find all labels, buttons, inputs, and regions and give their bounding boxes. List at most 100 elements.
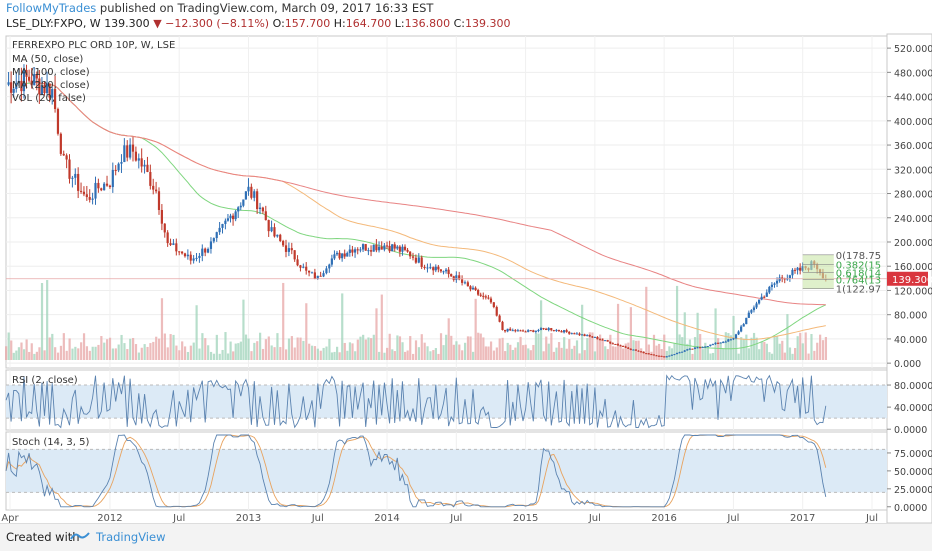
author-link[interactable]: FollowMyTrades (6, 1, 97, 15)
volume-bar (752, 332, 756, 360)
candle-body (284, 245, 288, 252)
volume-bar (647, 344, 650, 360)
stoch-panel[interactable] (5, 434, 887, 508)
candle-body (341, 253, 344, 259)
candle-body (267, 220, 270, 232)
volume-bar (114, 348, 117, 360)
candle-body (189, 254, 192, 261)
candle-body (570, 333, 573, 335)
candle-body (511, 330, 514, 332)
volume-bar (565, 348, 568, 360)
volume-bar (82, 333, 86, 360)
volume-bar (563, 337, 566, 360)
volume-bar (401, 342, 404, 360)
candle-body (65, 155, 68, 160)
rsi-panel[interactable] (5, 374, 887, 429)
volume-bar (552, 351, 556, 360)
volume-bar (282, 282, 285, 360)
volume-bar (346, 350, 349, 360)
candle-body (12, 88, 15, 93)
candle-body (398, 246, 401, 252)
volume-bar (406, 350, 409, 360)
volume-bar (701, 349, 704, 360)
created-with-text: Created with (6, 530, 80, 544)
volume-bar (799, 332, 802, 360)
volume-bar (308, 343, 311, 360)
last-price: 139.300 (104, 17, 150, 30)
volume-bar (296, 337, 299, 360)
volume-bar (256, 341, 259, 360)
volume-bar (25, 339, 28, 360)
candle-body (460, 279, 464, 283)
volume-bar (15, 350, 18, 360)
volume-bar (146, 346, 149, 360)
volume-bar (640, 348, 643, 360)
volume-bar (471, 351, 475, 360)
candle-body (77, 173, 80, 191)
tradingview-link[interactable]: TradingView (96, 530, 166, 544)
candle-body (509, 328, 512, 331)
volume-bar (215, 334, 218, 360)
candle-body (385, 245, 389, 247)
volume-bar (372, 334, 375, 360)
volume-bar (299, 337, 302, 360)
volume-bar (804, 332, 807, 360)
volume-bar (48, 337, 51, 360)
volume-bar (619, 344, 622, 360)
volume-bar (149, 343, 152, 360)
candle-body (562, 330, 566, 333)
volume-bar (305, 303, 308, 360)
candle-body (755, 303, 758, 308)
volume-bar (287, 338, 291, 360)
main-price-panel[interactable] (5, 36, 887, 510)
candle-body (624, 346, 627, 348)
candle-body (729, 339, 732, 341)
volume-bar (285, 349, 288, 360)
volume-bar (819, 334, 822, 360)
candle-body (709, 344, 712, 347)
x-tick-label: 2016 (651, 513, 676, 523)
candle-body (734, 334, 738, 339)
price-chart[interactable]: Apr 2012 Jul 2013 Jul 2014 Jul 2015 Jul 2016 Jul 20… (0, 0, 932, 523)
candle-body (396, 246, 399, 249)
candle-body (745, 317, 748, 325)
volume-bar (237, 343, 240, 360)
candle-body (348, 249, 351, 253)
volume-bar (313, 346, 317, 360)
candle-body (516, 330, 519, 332)
candle-body (678, 352, 681, 354)
volume-bar (807, 353, 810, 360)
candle-body (169, 243, 172, 245)
volume-bar (596, 339, 599, 360)
y-tick-label: 240.000 (894, 214, 932, 225)
volume-bar (504, 351, 507, 360)
volume-bar (547, 343, 550, 360)
legend-entry: MA (200, close) (12, 80, 90, 91)
volume-bar (276, 333, 279, 360)
candle-body (201, 248, 204, 256)
x-tick-label: Jul (588, 513, 601, 523)
candle-body (51, 89, 54, 98)
volume-bar (85, 346, 89, 360)
tradingview-logo-icon[interactable] (70, 530, 90, 542)
candle-body (59, 133, 62, 154)
volume-bar (279, 347, 282, 360)
candle-body (750, 310, 753, 313)
volume-bar (706, 346, 709, 360)
candle-body (514, 330, 517, 332)
volume-bar (696, 312, 699, 360)
symbol-label: LSE_DLY:FXPO, W (6, 17, 101, 30)
volume-bar (224, 332, 227, 360)
volume-bar (445, 334, 448, 360)
volume-bar (172, 334, 175, 360)
volume-bar (398, 336, 402, 360)
candle-body (287, 248, 290, 252)
candle-body (414, 257, 418, 263)
candle-body (155, 189, 158, 192)
volume-bar (511, 349, 514, 360)
candle-body (33, 73, 36, 86)
candle-body (527, 330, 530, 332)
candle-body (129, 144, 132, 158)
volume-bar (290, 336, 293, 360)
volume-bar (604, 346, 607, 360)
